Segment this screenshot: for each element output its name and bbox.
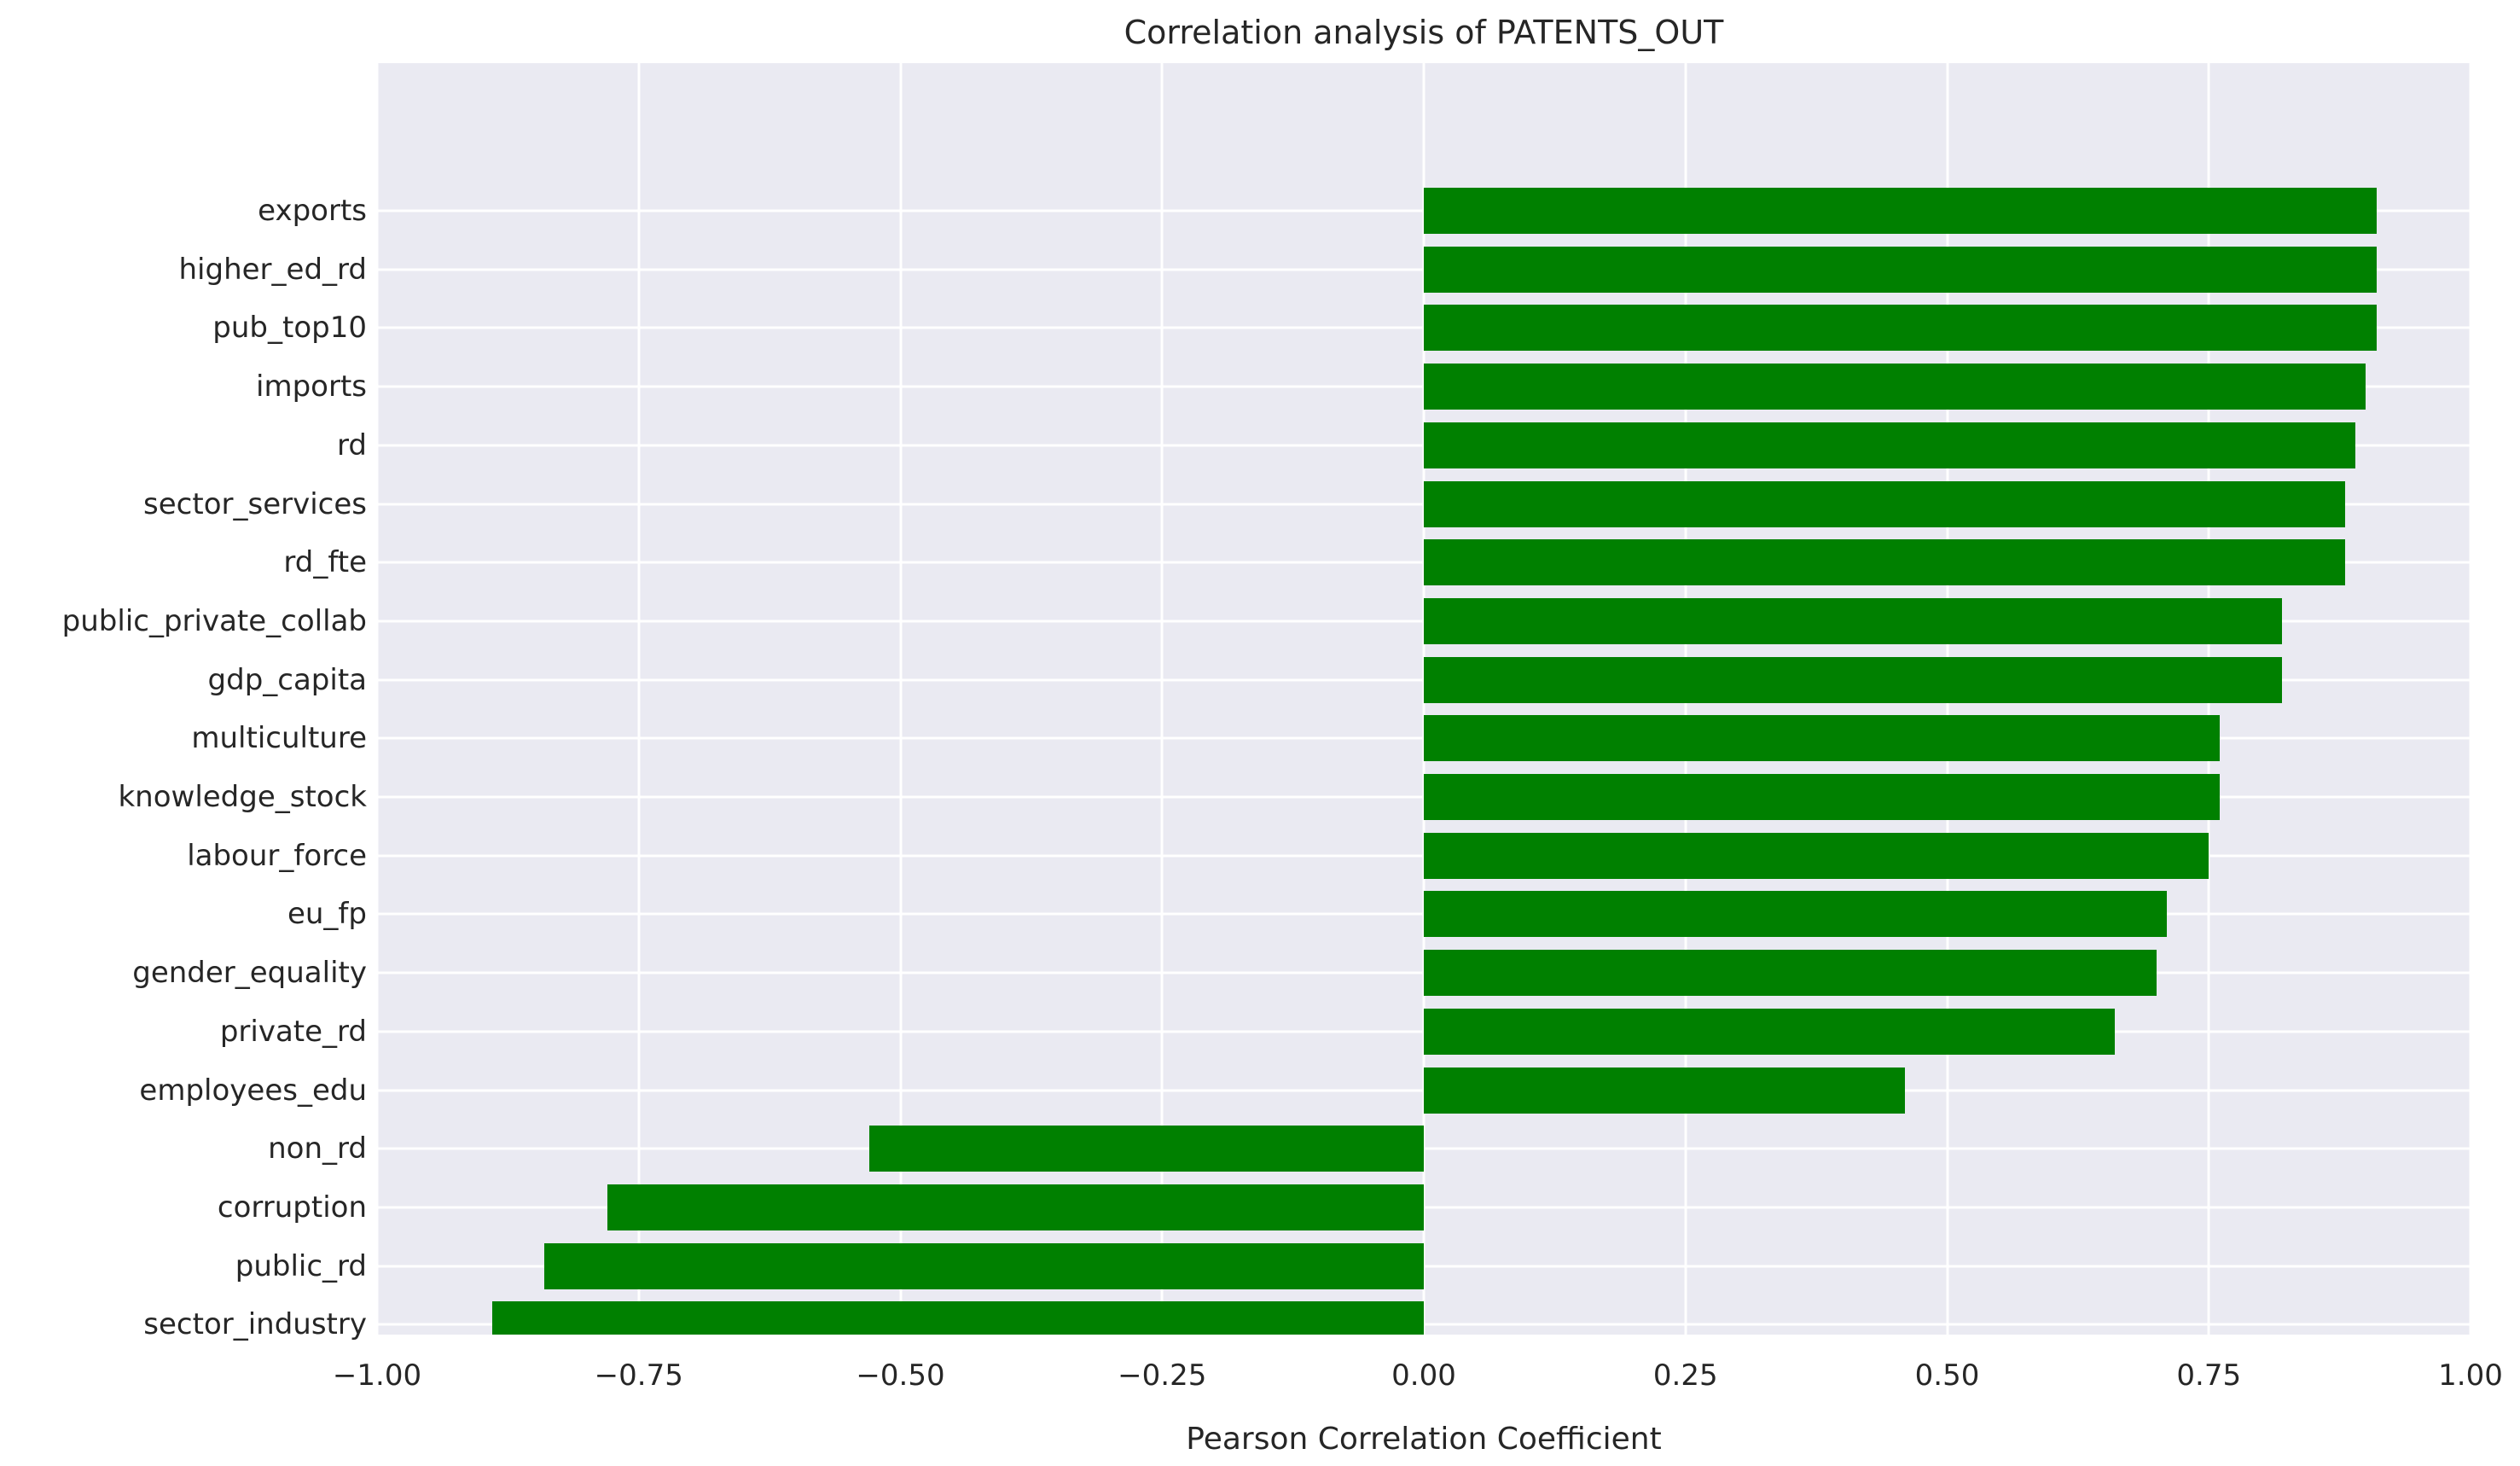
bar-public_rd	[544, 1242, 1424, 1289]
y-tick-label: public_private_collab	[61, 603, 367, 638]
y-tick-label: sector_industry	[143, 1307, 367, 1342]
y-tick-label: sector_services	[143, 486, 367, 521]
y-tick-label: gender_equality	[132, 956, 367, 991]
bar-pub_top10	[1424, 305, 2377, 352]
y-tick-label: rd	[337, 428, 367, 462]
x-tick-label: −1.00	[332, 1358, 422, 1393]
y-tick-label: gdp_capita	[207, 662, 367, 697]
bar-knowledge_stock	[1424, 774, 2220, 820]
bar-gender_equality	[1424, 950, 2157, 997]
bar-employees_edu	[1424, 1067, 1906, 1114]
plot-area	[377, 63, 2471, 1335]
y-tick-label: multiculture	[191, 721, 367, 756]
bar-multiculture	[1424, 715, 2220, 762]
bar-imports	[1424, 364, 2366, 410]
y-tick-label: corruption	[217, 1190, 367, 1225]
y-tick-label: labour_force	[187, 838, 367, 873]
bar-eu_fp	[1424, 891, 2168, 938]
gridline-vertical	[377, 63, 379, 1335]
x-tick-label: 1.00	[2438, 1358, 2503, 1393]
y-tick-label: knowledge_stock	[118, 780, 367, 814]
y-tick-label: eu_fp	[287, 897, 367, 932]
gridline-vertical	[637, 63, 641, 1335]
bar-sector_industry	[491, 1301, 1424, 1335]
bar-rd	[1424, 422, 2356, 468]
x-tick-label: −0.75	[594, 1358, 683, 1393]
bar-higher_ed_rd	[1424, 246, 2377, 293]
gridline-vertical	[2469, 63, 2471, 1335]
y-tick-label: pub_top10	[212, 311, 367, 346]
bar-private_rd	[1424, 1008, 2115, 1055]
gridline-horizontal	[377, 1147, 2471, 1150]
x-tick-label: 0.75	[2176, 1358, 2242, 1393]
y-tick-label: rd_fte	[283, 545, 367, 580]
gridline-horizontal	[377, 1265, 2471, 1268]
bar-sector_services	[1424, 480, 2345, 527]
x-tick-label: 0.25	[1652, 1358, 1718, 1393]
y-tick-label: higher_ed_rd	[178, 252, 368, 287]
bar-labour_force	[1424, 832, 2209, 879]
bar-gdp_capita	[1424, 656, 2283, 703]
gridline-horizontal	[377, 1323, 2471, 1326]
bar-non_rd	[868, 1126, 1424, 1172]
y-tick-label: non_rd	[268, 1131, 367, 1166]
gridline-vertical	[1160, 63, 1164, 1335]
x-tick-label: 0.00	[1391, 1358, 1456, 1393]
bar-public_private_collab	[1424, 597, 2283, 644]
y-tick-label: imports	[256, 369, 367, 404]
gridline-horizontal	[377, 1206, 2471, 1209]
x-tick-label: 0.50	[1914, 1358, 1980, 1393]
y-tick-label: exports	[258, 194, 367, 228]
bar-exports	[1424, 188, 2377, 234]
x-axis-label: Pearson Correlation Coefficient	[1186, 1422, 1662, 1457]
x-tick-label: −0.25	[1118, 1358, 1207, 1393]
y-tick-label: public_rd	[235, 1248, 367, 1283]
y-tick-label: employees_edu	[139, 1073, 367, 1108]
bar-corruption	[607, 1184, 1424, 1230]
x-tick-label: −0.50	[856, 1358, 945, 1393]
bar-rd_fte	[1424, 539, 2345, 586]
y-tick-label: private_rd	[219, 1014, 367, 1049]
chart-title: Correlation analysis of PATENTS_OUT	[1124, 14, 1724, 51]
gridline-vertical	[899, 63, 902, 1335]
